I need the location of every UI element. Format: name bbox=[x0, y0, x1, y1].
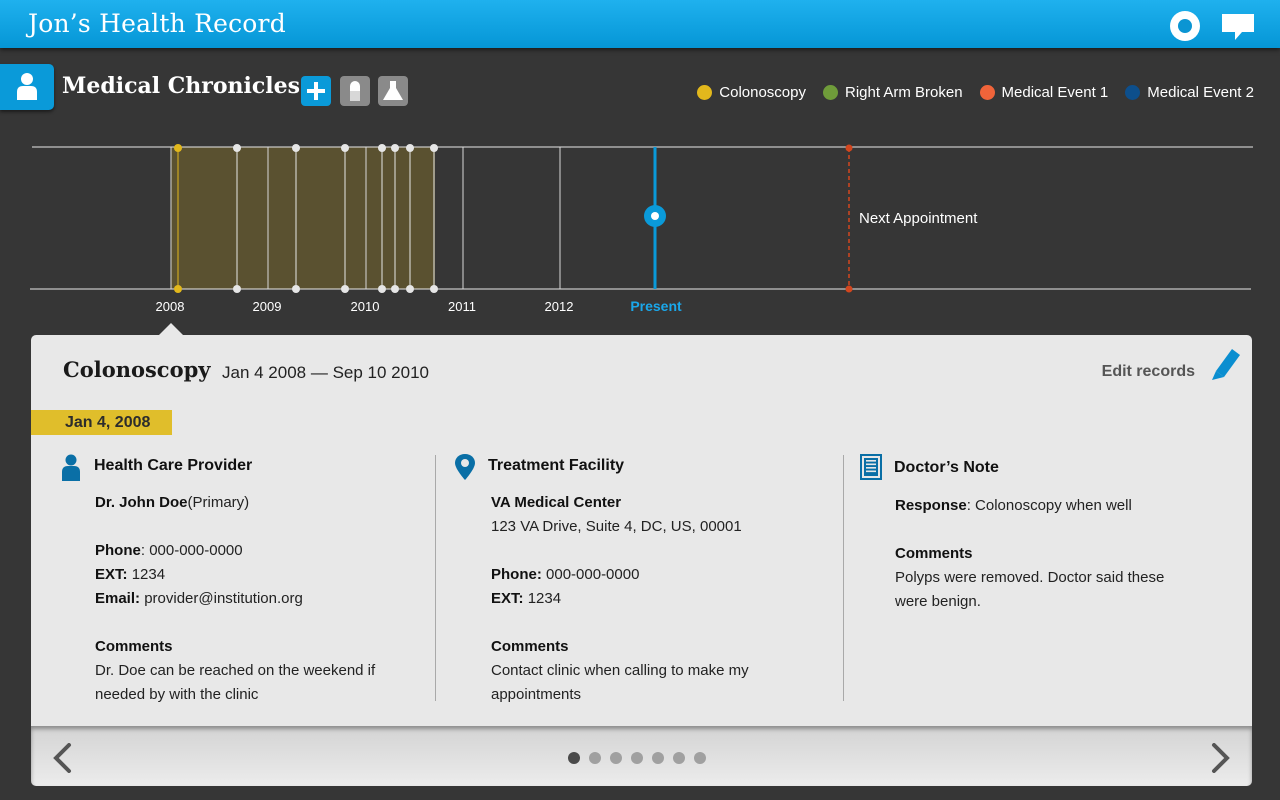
next-appointment-label: Next Appointment bbox=[859, 210, 978, 227]
year-gridlines bbox=[170, 147, 561, 289]
pencil-icon[interactable] bbox=[1208, 345, 1242, 381]
page-indicator[interactable] bbox=[568, 752, 706, 764]
note-response-label: Response bbox=[895, 497, 967, 514]
facility-heading: Treatment Facility bbox=[488, 457, 625, 474]
card-footer bbox=[31, 726, 1252, 786]
section-title: Medical Chronicles bbox=[62, 73, 301, 99]
legend-label: Medical Event 2 bbox=[1147, 84, 1254, 101]
facility-comments-label: Comments bbox=[491, 638, 569, 655]
flask-icon bbox=[383, 81, 403, 100]
add-record-button[interactable] bbox=[301, 76, 331, 106]
lab-button[interactable] bbox=[378, 76, 408, 106]
legend-color-dot bbox=[979, 85, 995, 100]
record-marker-dots[interactable] bbox=[174, 144, 438, 293]
edit-records-button[interactable]: Edit records bbox=[1101, 363, 1195, 380]
page-dot[interactable] bbox=[652, 752, 664, 764]
provider-name: Dr. John Doe bbox=[95, 494, 188, 511]
event-detail-card: Colonoscopy Jan 4 2008 — Sep 10 2010 Edi… bbox=[31, 335, 1252, 726]
year-label-2008[interactable]: 2008 bbox=[156, 299, 185, 314]
legend-color-dot bbox=[697, 85, 713, 100]
chat-bubble-icon[interactable] bbox=[1221, 13, 1255, 41]
provider-email-label: Email: bbox=[95, 590, 141, 607]
page-dot[interactable] bbox=[610, 752, 622, 764]
page-dot[interactable] bbox=[589, 752, 601, 764]
chevron-right-icon[interactable] bbox=[1210, 743, 1232, 773]
timeline[interactable]: Next Appointment 2008 2009 2010 2011 201… bbox=[0, 130, 1280, 315]
legend-item[interactable]: Medical Event 2 bbox=[1125, 84, 1254, 101]
provider-ext: 1234 bbox=[131, 566, 166, 583]
provider-ext-label: EXT: bbox=[95, 566, 128, 583]
document-icon bbox=[860, 454, 882, 480]
doctor-note-heading: Doctor’s Note bbox=[894, 459, 999, 476]
chevron-left-icon[interactable] bbox=[51, 743, 73, 773]
record-icon[interactable] bbox=[1170, 11, 1200, 41]
present-label[interactable]: Present bbox=[630, 298, 682, 314]
legend-item[interactable]: Medical Event 1 bbox=[979, 84, 1109, 101]
next-appointment-dot-top bbox=[845, 144, 853, 152]
page-dot[interactable] bbox=[631, 752, 643, 764]
facility-name: VA Medical Center bbox=[491, 494, 622, 511]
record-markers[interactable] bbox=[177, 147, 435, 289]
doctor-note-details: Response: Colonoscopy when well Comments… bbox=[895, 494, 1205, 614]
person-icon bbox=[62, 454, 80, 481]
facility-phone[interactable]: 000-000-0000 bbox=[546, 566, 640, 583]
legend-item[interactable]: Right Arm Broken bbox=[822, 84, 963, 101]
top-bar: Jon’s Health Record bbox=[0, 0, 1280, 48]
next-appointment-dot-bottom bbox=[845, 285, 853, 293]
provider-details: Dr. John Doe(Primary) Phone: 000-000-000… bbox=[95, 491, 395, 707]
medication-button[interactable] bbox=[340, 76, 370, 106]
legend-label: Medical Event 1 bbox=[1001, 84, 1109, 101]
facility-address: 123 VA Drive, Suite 4, DC, US, 00001 bbox=[491, 518, 742, 535]
year-label-2011[interactable]: 2011 bbox=[448, 299, 476, 314]
map-pin-icon bbox=[455, 454, 475, 480]
column-divider bbox=[435, 455, 436, 701]
app-title: Jon’s Health Record bbox=[28, 9, 286, 38]
legend-item[interactable]: Colonoscopy bbox=[697, 84, 806, 101]
year-label-2009[interactable]: 2009 bbox=[253, 299, 282, 314]
legend-label: Right Arm Broken bbox=[844, 84, 963, 101]
event-legend: Colonoscopy Right Arm Broken Medical Event… bbox=[697, 84, 1254, 101]
event-title: Colonoscopy bbox=[63, 357, 211, 382]
event-date-range: Jan 4 2008 — Sep 10 2010 bbox=[222, 363, 429, 382]
provider-email[interactable]: provider@institution.org bbox=[144, 590, 303, 607]
legend-color-dot bbox=[1125, 85, 1141, 100]
card-pointer bbox=[158, 323, 184, 336]
note-response: Colonoscopy when well bbox=[975, 497, 1132, 514]
provider-phone-label: Phone bbox=[95, 542, 141, 559]
legend-color-dot bbox=[822, 85, 838, 100]
column-divider bbox=[843, 455, 844, 701]
person-icon bbox=[17, 73, 37, 100]
page-dot[interactable] bbox=[694, 752, 706, 764]
legend-label: Colonoscopy bbox=[719, 84, 806, 101]
record-date-badge: Jan 4, 2008 bbox=[31, 410, 172, 435]
year-label-2012[interactable]: 2012 bbox=[545, 299, 574, 314]
provider-comments: Dr. Doe can be reached on the weekend if… bbox=[95, 662, 376, 703]
facility-ext-label: EXT: bbox=[491, 590, 524, 607]
note-comments-label: Comments bbox=[895, 545, 973, 562]
facility-details: VA Medical Center 123 VA Drive, Suite 4,… bbox=[491, 491, 811, 707]
note-comments: Polyps were removed. Doctor said these w… bbox=[895, 569, 1165, 610]
profile-tab[interactable] bbox=[0, 64, 54, 110]
event-range-highlight bbox=[171, 147, 435, 289]
facility-phone-label: Phone: bbox=[491, 566, 542, 583]
provider-heading: Health Care Provider bbox=[94, 457, 253, 474]
pill-icon bbox=[350, 81, 360, 101]
facility-ext: 1234 bbox=[527, 590, 562, 607]
present-handle-center bbox=[651, 212, 659, 220]
provider-phone[interactable]: 000-000-0000 bbox=[149, 542, 243, 559]
facility-comments: Contact clinic when calling to make my a… bbox=[491, 662, 749, 703]
page-dot[interactable] bbox=[673, 752, 685, 764]
provider-comments-label: Comments bbox=[95, 638, 173, 655]
plus-icon bbox=[307, 82, 325, 100]
year-label-2010[interactable]: 2010 bbox=[351, 299, 380, 314]
page-dot[interactable] bbox=[568, 752, 580, 764]
provider-role: (Primary) bbox=[187, 494, 250, 511]
